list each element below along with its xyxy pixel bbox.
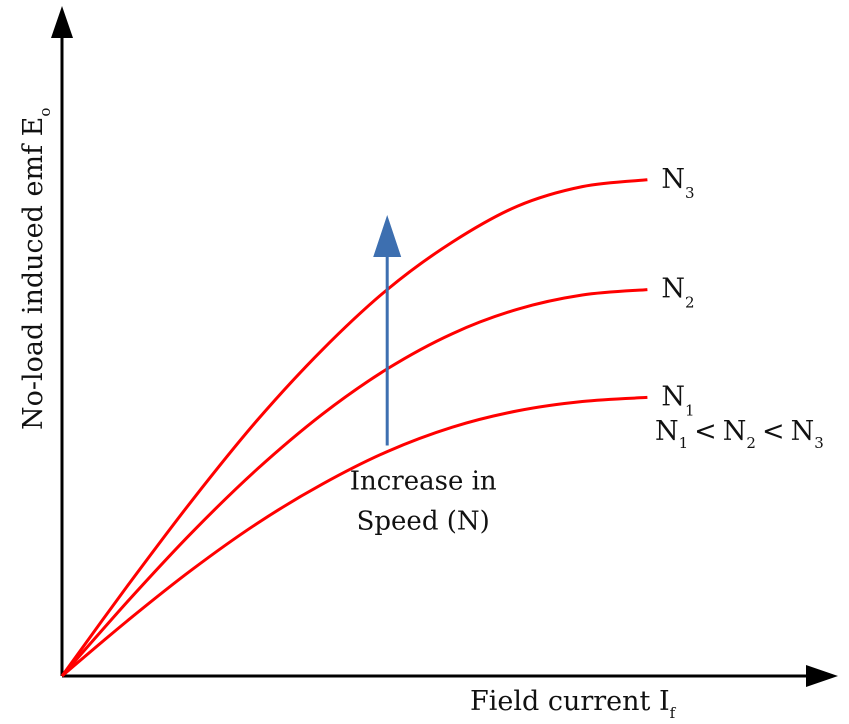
curve-label-n3: N3: [661, 164, 694, 202]
curve-label-n1: N1: [661, 381, 694, 419]
curve-label-n2: N2: [661, 274, 694, 312]
x-axis-label-text: Field current I: [470, 686, 670, 717]
curve-label-subscript: 3: [685, 184, 695, 202]
inequality-n1-sub: 1: [679, 434, 689, 452]
curve-n3: [60, 178, 648, 677]
speed-arrow-head: [373, 215, 402, 257]
y-axis-label-text: No-load induced emf E: [18, 117, 49, 430]
curve-label-base: N: [661, 164, 685, 195]
curve-n2: [60, 288, 648, 677]
annotation-line-1: Increase in: [350, 467, 497, 497]
curve-n1: [61, 395, 648, 678]
speed-annotation: Increase in Speed (N): [350, 215, 497, 537]
inequality-n2-sub: 2: [746, 434, 756, 452]
inequality-sep-2: <: [762, 416, 785, 447]
y-axis-label-subscript: o: [36, 108, 54, 117]
x-axis-label-subscript: f: [670, 704, 677, 722]
annotation-line-2: Speed (N): [357, 507, 490, 537]
inequality-n3-base: N: [791, 416, 815, 447]
curve-label-base: N: [661, 381, 685, 412]
inequality-n1-base: N: [655, 416, 679, 447]
y-axis-arrowhead: [51, 6, 73, 38]
inequality-n2-base: N: [723, 416, 747, 447]
speed-inequality: N1 < N2 < N3: [655, 416, 824, 452]
inequality-n3-sub: 3: [814, 434, 824, 452]
y-axis-label: No-load induced emf Eo: [18, 108, 54, 430]
x-axis-label: Field current If: [470, 686, 677, 722]
curve-label-subscript: 2: [685, 294, 695, 312]
inequality-sep-1: <: [694, 416, 717, 447]
curve-label-subscript: 1: [685, 401, 695, 419]
x-axis-arrowhead: [806, 665, 838, 687]
curve-label-base: N: [661, 274, 685, 305]
